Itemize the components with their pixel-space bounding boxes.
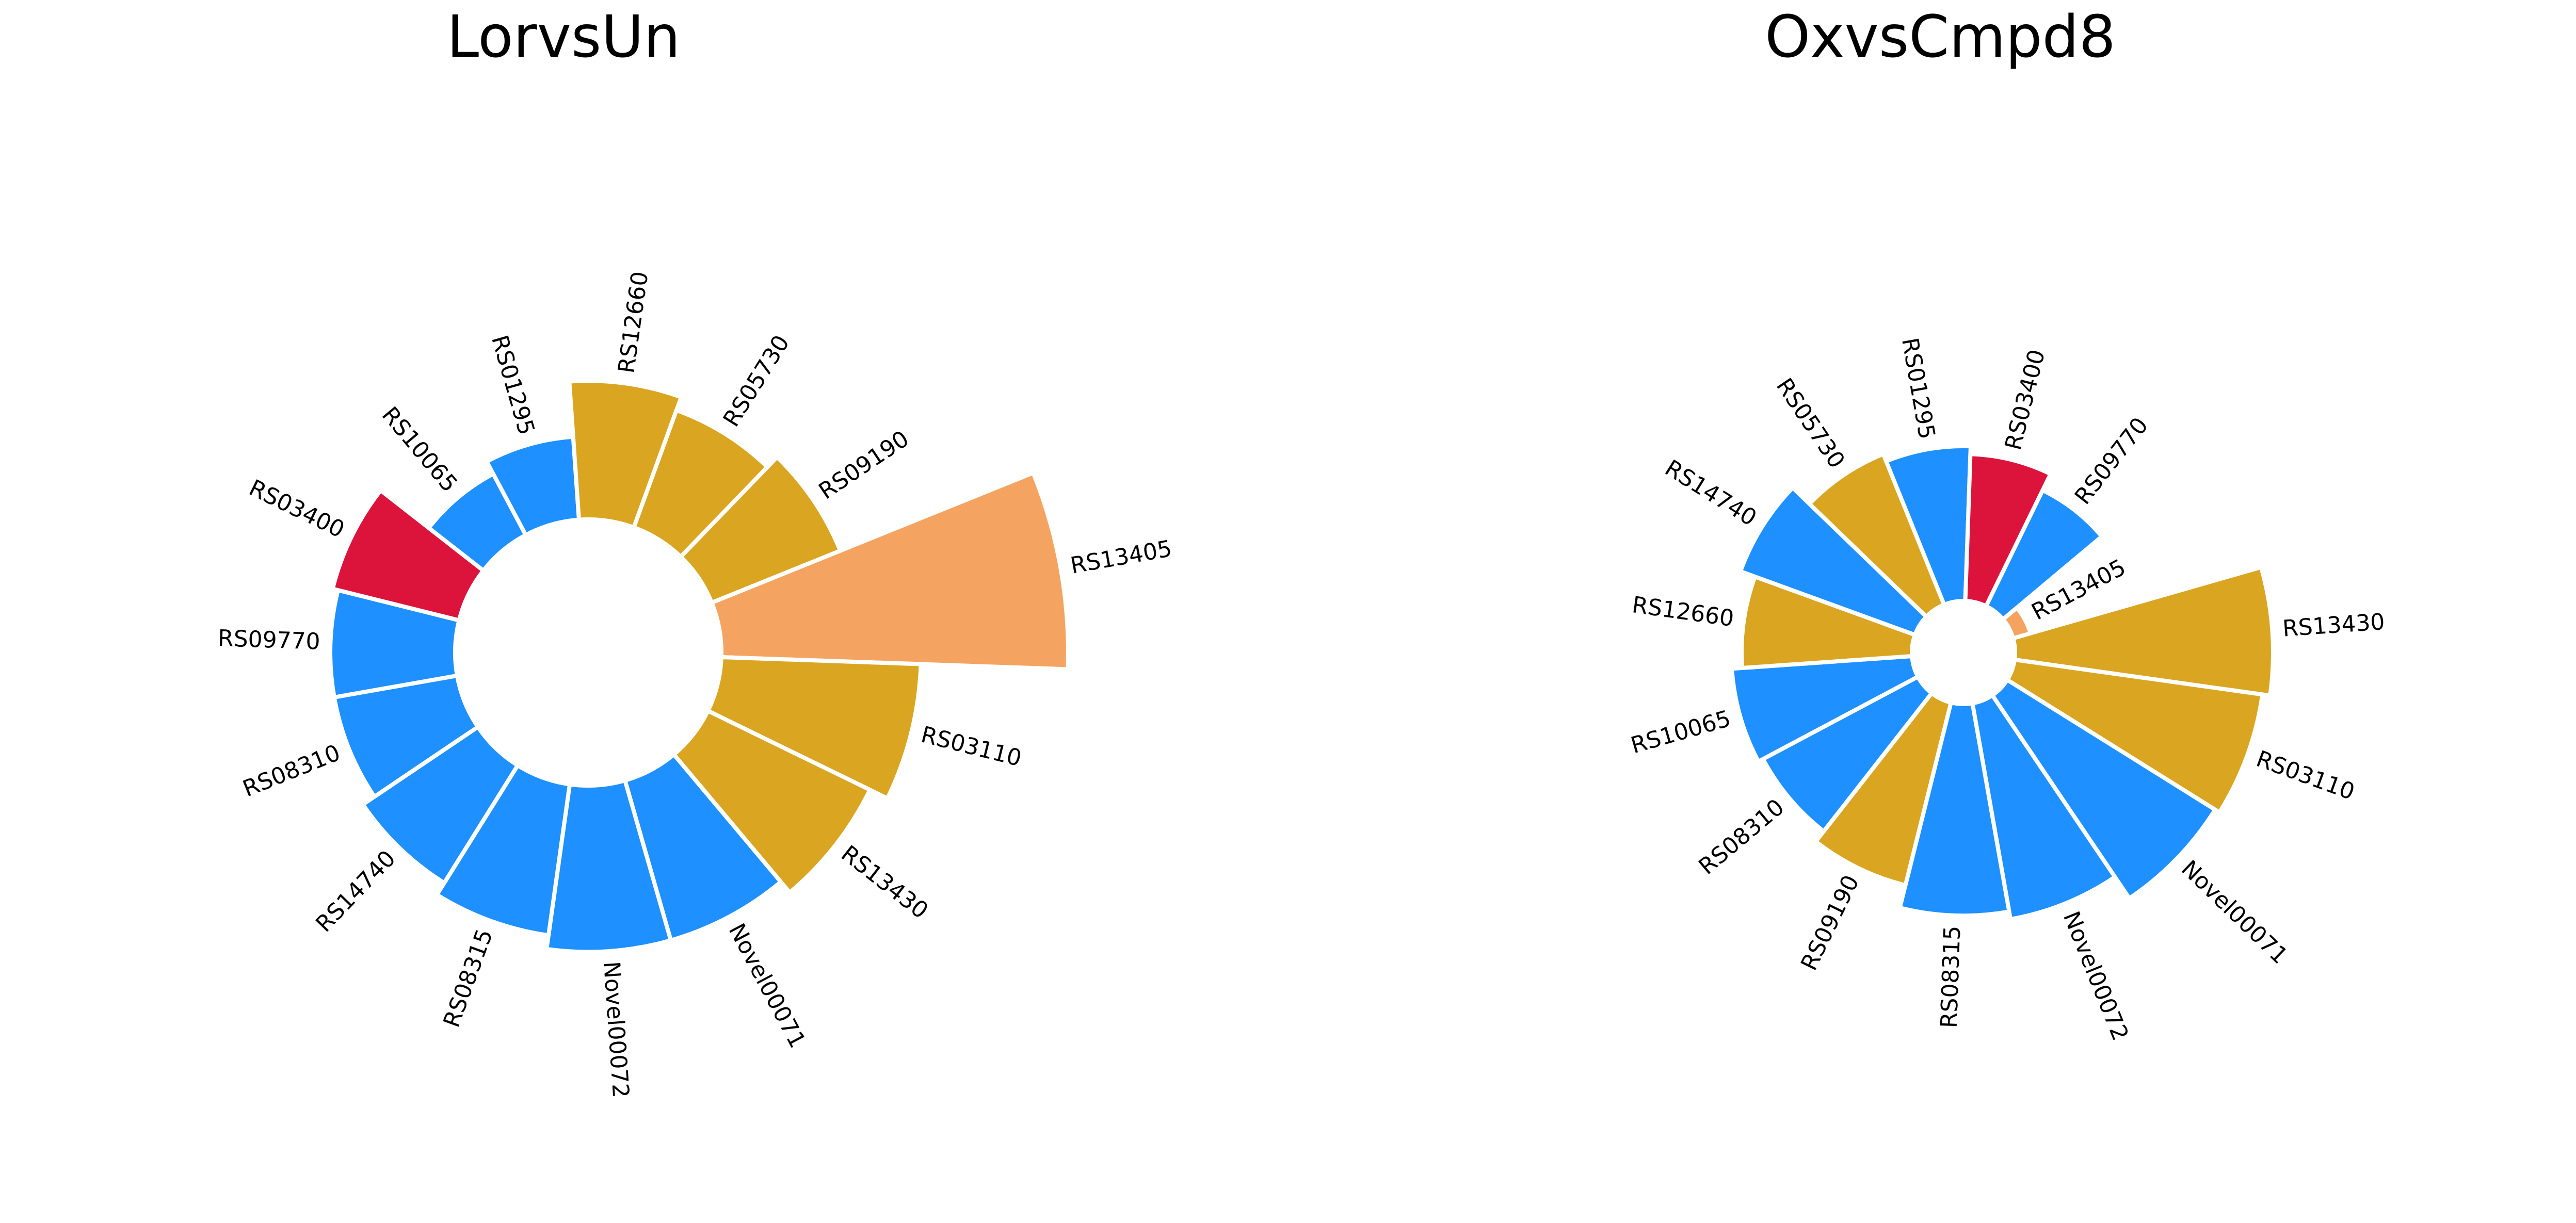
chart-panel-oxvscmpd8: OxvsCmpd8 RS13430RS03110Novel00071Novel0… bbox=[1628, 4, 2386, 1045]
bar-rs13405 bbox=[710, 470, 1070, 672]
chart-title: LorvsUn bbox=[447, 4, 681, 71]
chart-title: OxvsCmpd8 bbox=[1765, 4, 2116, 71]
bar-label-rs09770: RS09770 bbox=[217, 625, 320, 655]
bar-novel00071 bbox=[1990, 677, 2217, 901]
bar-rs13430 bbox=[671, 709, 872, 895]
bar-rs12660 bbox=[567, 379, 684, 530]
bar-rs09190 bbox=[679, 455, 843, 605]
bar-rs14740 bbox=[361, 725, 520, 885]
bar-rs08310 bbox=[1761, 674, 1934, 834]
bars-group bbox=[1730, 444, 2275, 922]
bar-rs03400 bbox=[1963, 452, 2053, 609]
bar-rs13405 bbox=[2001, 606, 2033, 641]
bar-rs09770 bbox=[1984, 488, 2104, 622]
bar-rs10065 bbox=[1730, 654, 1920, 764]
bar-rs03110 bbox=[705, 655, 923, 801]
bar-rs05730 bbox=[632, 408, 770, 559]
bar-novel00072 bbox=[544, 778, 673, 954]
bar-rs08315 bbox=[1897, 700, 2011, 918]
bar-rs08315 bbox=[434, 763, 572, 938]
bar-label-rs08315: RS08315 bbox=[1936, 925, 1966, 1029]
bar-rs08310 bbox=[332, 673, 480, 799]
bar-rs09190 bbox=[1813, 691, 1953, 888]
bar-rs14740 bbox=[1738, 485, 1929, 637]
bar-rs13430 bbox=[2011, 565, 2275, 698]
bar-rs05730 bbox=[1807, 452, 1946, 619]
bar-rs12660 bbox=[1740, 574, 1918, 670]
bar-rs03110 bbox=[2005, 657, 2265, 814]
bar-rs01295 bbox=[1884, 444, 1973, 607]
bar-rs03400 bbox=[330, 488, 486, 623]
bar-rs09770 bbox=[328, 588, 461, 699]
bars-group bbox=[328, 379, 1070, 954]
bar-novel00072 bbox=[1970, 693, 2117, 922]
bar-novel00071 bbox=[623, 752, 783, 943]
